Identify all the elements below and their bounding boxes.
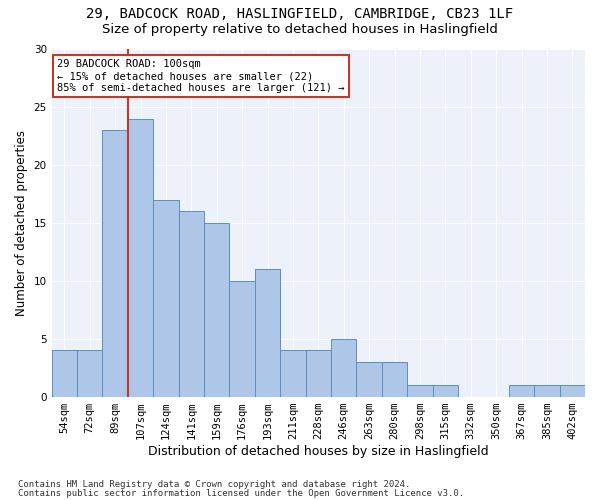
Bar bbox=[280, 350, 305, 397]
Bar bbox=[179, 211, 204, 396]
Bar bbox=[128, 118, 153, 396]
Bar bbox=[356, 362, 382, 396]
Bar bbox=[509, 385, 534, 396]
Bar bbox=[153, 200, 179, 396]
Text: Contains HM Land Registry data © Crown copyright and database right 2024.: Contains HM Land Registry data © Crown c… bbox=[18, 480, 410, 489]
Bar bbox=[229, 280, 255, 396]
Text: 29 BADCOCK ROAD: 100sqm
← 15% of detached houses are smaller (22)
85% of semi-de: 29 BADCOCK ROAD: 100sqm ← 15% of detache… bbox=[57, 60, 344, 92]
Bar bbox=[255, 269, 280, 396]
Bar bbox=[52, 350, 77, 397]
Y-axis label: Number of detached properties: Number of detached properties bbox=[15, 130, 28, 316]
Text: Contains public sector information licensed under the Open Government Licence v3: Contains public sector information licen… bbox=[18, 489, 464, 498]
Bar bbox=[204, 223, 229, 396]
Bar bbox=[560, 385, 585, 396]
Bar bbox=[103, 130, 128, 396]
Text: Size of property relative to detached houses in Haslingfield: Size of property relative to detached ho… bbox=[102, 22, 498, 36]
Text: 29, BADCOCK ROAD, HASLINGFIELD, CAMBRIDGE, CB23 1LF: 29, BADCOCK ROAD, HASLINGFIELD, CAMBRIDG… bbox=[86, 8, 514, 22]
Bar bbox=[382, 362, 407, 396]
Bar bbox=[331, 338, 356, 396]
Bar bbox=[77, 350, 103, 397]
Bar bbox=[407, 385, 433, 396]
Bar bbox=[305, 350, 331, 397]
Bar bbox=[534, 385, 560, 396]
Bar bbox=[433, 385, 458, 396]
X-axis label: Distribution of detached houses by size in Haslingfield: Distribution of detached houses by size … bbox=[148, 444, 488, 458]
